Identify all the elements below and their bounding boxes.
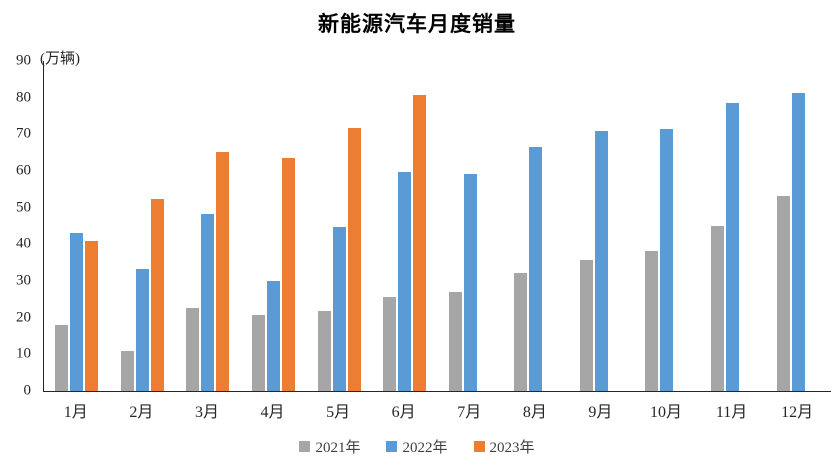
- bar-2023年-5月: [347, 128, 361, 391]
- legend-label: 2022年: [402, 440, 448, 456]
- bar-2022年-1月: [70, 232, 84, 391]
- y-tick-label: 30: [16, 272, 31, 289]
- month-group-4月: [241, 61, 307, 391]
- y-tick-label: 60: [16, 162, 31, 179]
- month-group-6月: [372, 61, 438, 391]
- bar-2023年-1月: [85, 241, 99, 391]
- y-tick-label: 70: [16, 125, 31, 142]
- month-group-12月: [765, 61, 831, 391]
- bar-2022年-8月: [529, 146, 543, 391]
- bar-2021年-3月: [186, 308, 200, 391]
- legend-swatch-icon: [299, 441, 311, 452]
- bar-2021年-2月: [120, 350, 134, 391]
- month-group-1月: [44, 61, 110, 391]
- bar-2021年-12月: [776, 196, 790, 391]
- y-tick-label: 10: [16, 345, 31, 362]
- bar-2022年-11月: [726, 102, 740, 391]
- legend-item-2021年: 2021年: [299, 436, 360, 457]
- month-group-8月: [503, 61, 569, 391]
- x-axis-label-5月: 5月: [326, 404, 351, 421]
- month-group-5月: [306, 61, 372, 391]
- y-tick-label: 90: [16, 52, 31, 69]
- month-group-7月: [437, 61, 503, 391]
- bar-2021年-4月: [252, 315, 266, 391]
- month-group-3月: [175, 61, 241, 391]
- y-axis-unit-label: (万辆): [40, 51, 80, 67]
- y-tick-label: 20: [16, 309, 31, 326]
- x-axis-label-4月: 4月: [260, 404, 285, 421]
- x-axis-label-9月: 9月: [588, 404, 613, 421]
- x-axis-label-10月: 10月: [649, 404, 682, 421]
- x-axis-label-2月: 2月: [129, 404, 154, 421]
- bar-2022年-10月: [660, 129, 674, 391]
- bar-groups: [44, 61, 831, 391]
- month-group-11月: [700, 61, 766, 391]
- x-axis-label-8月: 8月: [522, 404, 547, 421]
- legend-label: 2023年: [489, 440, 535, 456]
- bar-2021年-8月: [514, 273, 528, 391]
- x-axis-label-6月: 6月: [391, 404, 416, 421]
- plot-area: [43, 61, 831, 392]
- month-group-9月: [569, 61, 635, 391]
- bar-2021年-9月: [579, 260, 593, 391]
- bar-2021年-6月: [383, 297, 397, 391]
- bar-2023年-6月: [413, 95, 427, 391]
- y-tick-label: 80: [16, 89, 31, 106]
- chart-legend: 2021年 2022年 2023年: [0, 436, 834, 457]
- bar-2023年-2月: [150, 198, 164, 391]
- bar-2022年-4月: [267, 281, 281, 391]
- bar-2022年-2月: [135, 268, 149, 391]
- bar-2022年-3月: [201, 213, 215, 391]
- legend-item-2023年: 2023年: [473, 436, 535, 457]
- bar-2021年-1月: [55, 325, 69, 391]
- bar-2021年-7月: [448, 291, 462, 391]
- bar-2022年-5月: [332, 227, 346, 391]
- x-axis-label-7月: 7月: [457, 404, 482, 421]
- month-group-2月: [110, 61, 176, 391]
- y-tick-label: 40: [16, 235, 31, 252]
- bar-2021年-5月: [317, 311, 331, 391]
- bar-2022年-6月: [398, 172, 412, 391]
- y-tick-label: 0: [23, 382, 32, 399]
- bar-2023年-3月: [216, 151, 230, 391]
- bar-2022年-7月: [463, 173, 477, 391]
- chart-title: 新能源汽车月度销量: [318, 12, 516, 36]
- x-axis-label-12月: 12月: [781, 404, 814, 421]
- legend-label: 2021年: [315, 440, 361, 456]
- month-group-10月: [634, 61, 700, 391]
- x-axis-label-3月: 3月: [194, 404, 219, 421]
- x-axis-label-11月: 11月: [715, 404, 748, 421]
- bar-2022年-12月: [791, 92, 805, 391]
- legend-swatch-icon: [473, 441, 485, 452]
- legend-item-2022年: 2022年: [386, 436, 448, 457]
- x-axis-label-1月: 1月: [63, 404, 88, 421]
- x-axis-labels: 1月 2月 3月 4月 5月 6月 7月 8月 9月 10月 11月 12月: [43, 398, 830, 422]
- bar-2023年-4月: [282, 157, 296, 391]
- legend-swatch-icon: [386, 441, 398, 452]
- bar-2021年-11月: [711, 226, 725, 391]
- bar-2022年-9月: [594, 131, 608, 391]
- bar-2021年-10月: [645, 250, 659, 391]
- y-tick-label: 50: [16, 199, 31, 216]
